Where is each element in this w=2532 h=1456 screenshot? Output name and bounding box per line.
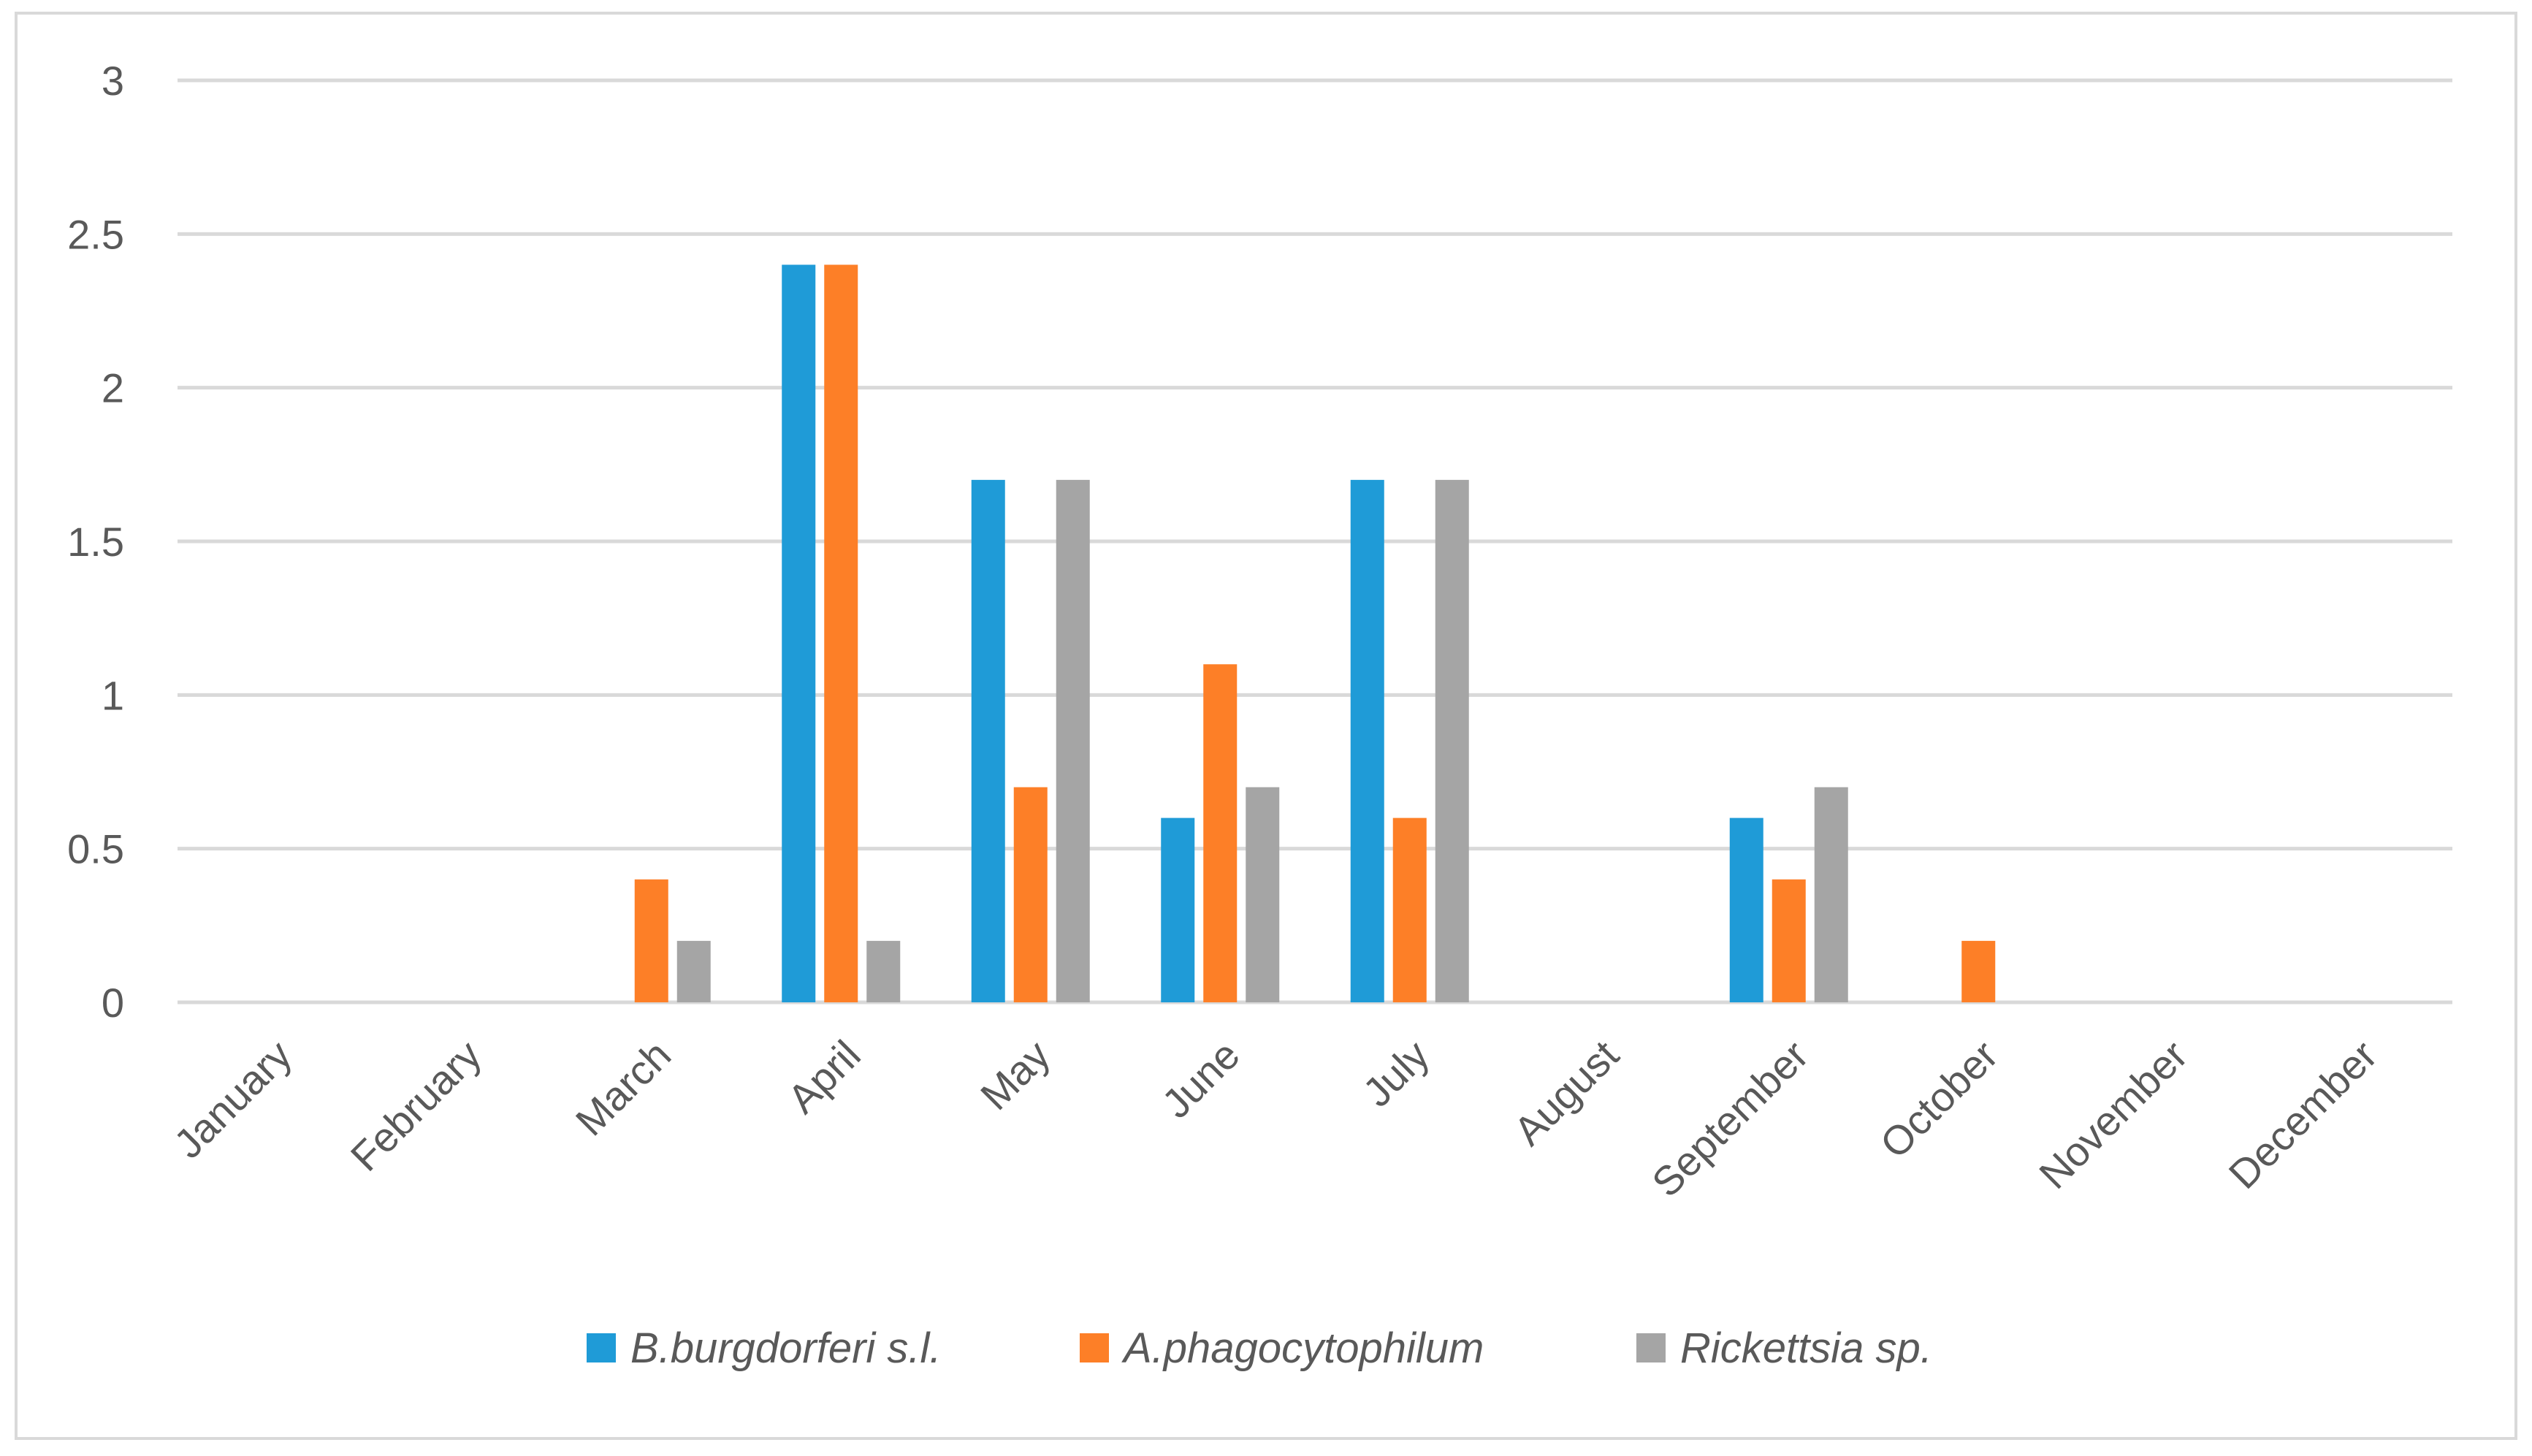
x-tick-label: September — [1643, 1032, 1817, 1205]
y-tick-label: 2.5 — [67, 211, 124, 257]
bar-a-phagocytophilum-march — [634, 879, 668, 1002]
chart-frame — [15, 12, 2517, 1440]
bar-b-burgdorferi-s-l--july — [1350, 479, 1384, 1002]
x-tick-label: December — [2220, 1032, 2386, 1197]
x-tick-label: June — [1153, 1032, 1248, 1127]
y-tick-label: 1 — [102, 672, 124, 718]
bar-b-burgdorferi-s-l--june — [1161, 817, 1195, 1002]
x-axis-tick-labels: January February March April May June July Augu… — [165, 1032, 2386, 1206]
y-tick-label: 3 — [102, 58, 124, 104]
x-tick-label: July — [1354, 1032, 1438, 1116]
x-tick-label: March — [567, 1032, 680, 1145]
bar-rickettsia-sp--september — [1814, 787, 1848, 1002]
y-tick-label: 2 — [102, 365, 124, 411]
x-tick-label: April — [779, 1032, 869, 1122]
bar-rickettsia-sp--july — [1435, 479, 1469, 1002]
legend-label: Rickettsia sp. — [1680, 1324, 1932, 1372]
bar-a-phagocytophilum-june — [1203, 664, 1238, 1002]
bar-a-phagocytophilum-july — [1392, 817, 1427, 1002]
legend-label: B.burgdorferi s.l. — [630, 1324, 942, 1372]
x-tick-label: November — [2030, 1032, 2196, 1197]
gridlines — [178, 78, 2452, 1005]
x-tick-label: May — [972, 1032, 1059, 1118]
legend-swatch — [1636, 1333, 1666, 1362]
bar-rickettsia-sp--april — [866, 940, 901, 1002]
bar-b-burgdorferi-s-l--april — [782, 264, 816, 1002]
bar-a-phagocytophilum-may — [1013, 787, 1048, 1002]
x-tick-label: February — [342, 1032, 490, 1180]
bar-rickettsia-sp--may — [1056, 479, 1090, 1002]
legend: B.burgdorferi s.l. A.phagocytophilum Ricke… — [587, 1324, 1932, 1372]
bar-a-phagocytophilum-september — [1772, 879, 1806, 1002]
bar-a-phagocytophilum-october — [1961, 940, 1996, 1002]
legend-swatch — [1080, 1333, 1109, 1362]
legend-label: A.phagocytophilum — [1121, 1324, 1484, 1372]
bar-rickettsia-sp--june — [1246, 787, 1280, 1002]
bar-rickettsia-sp--march — [676, 940, 711, 1002]
bar-b-burgdorferi-s-l--may — [971, 479, 1005, 1002]
y-tick-label: 1.5 — [67, 519, 124, 565]
x-tick-label: August — [1505, 1032, 1628, 1154]
y-tick-label: 0.5 — [67, 826, 124, 872]
y-tick-label: 0 — [102, 980, 124, 1026]
legend-swatch — [587, 1333, 616, 1362]
bar-b-burgdorferi-s-l--september — [1729, 817, 1763, 1002]
x-tick-label: January — [165, 1032, 300, 1167]
x-tick-label: October — [1871, 1032, 2006, 1167]
bar-a-phagocytophilum-april — [824, 264, 858, 1002]
bars — [634, 264, 1996, 1002]
y-axis-tick-labels: 0 0.5 1 1.5 2 2.5 3 — [67, 58, 124, 1026]
